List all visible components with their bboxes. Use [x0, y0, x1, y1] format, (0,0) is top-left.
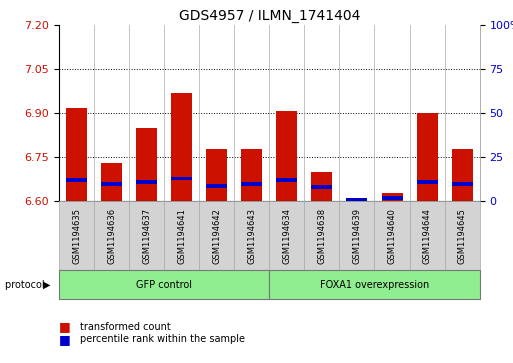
Bar: [171, 93, 192, 201]
Bar: [374, 201, 409, 270]
Text: GSM1194638: GSM1194638: [318, 208, 326, 264]
Text: ■: ■: [59, 320, 71, 333]
Text: protocol: protocol: [5, 280, 48, 290]
Text: GFP control: GFP control: [136, 280, 192, 290]
Text: GSM1194645: GSM1194645: [458, 208, 467, 264]
Text: GSM1194641: GSM1194641: [177, 208, 186, 264]
Bar: [311, 172, 332, 201]
Bar: [101, 163, 122, 201]
Title: GDS4957 / ILMN_1741404: GDS4957 / ILMN_1741404: [179, 9, 360, 23]
Bar: [241, 148, 262, 201]
Text: FOXA1 overexpression: FOXA1 overexpression: [320, 280, 429, 290]
Bar: [277, 110, 298, 201]
Bar: [59, 270, 269, 299]
Text: GSM1194642: GSM1194642: [212, 208, 221, 264]
Bar: [451, 182, 472, 186]
Bar: [66, 107, 87, 201]
Bar: [445, 201, 480, 270]
Bar: [340, 201, 374, 270]
Text: GSM1194644: GSM1194644: [423, 208, 431, 264]
Text: GSM1194640: GSM1194640: [387, 208, 397, 264]
Bar: [136, 180, 157, 184]
Bar: [277, 179, 298, 182]
Bar: [241, 182, 262, 186]
Text: GSM1194643: GSM1194643: [247, 208, 256, 264]
Bar: [304, 201, 340, 270]
Bar: [311, 185, 332, 189]
Text: GSM1194635: GSM1194635: [72, 208, 81, 264]
Bar: [59, 201, 94, 270]
Bar: [206, 184, 227, 188]
Bar: [136, 128, 157, 201]
Text: GSM1194637: GSM1194637: [142, 208, 151, 264]
Bar: [94, 201, 129, 270]
Bar: [101, 182, 122, 186]
Bar: [451, 148, 472, 201]
Text: ■: ■: [59, 333, 71, 346]
Bar: [171, 177, 192, 180]
Bar: [346, 198, 367, 201]
Bar: [269, 201, 304, 270]
Bar: [382, 196, 403, 200]
Bar: [199, 201, 234, 270]
Bar: [206, 148, 227, 201]
Bar: [417, 180, 438, 184]
Bar: [269, 270, 480, 299]
Text: GSM1194639: GSM1194639: [352, 208, 362, 264]
Bar: [409, 201, 445, 270]
Bar: [382, 193, 403, 201]
Bar: [164, 201, 199, 270]
Text: GSM1194634: GSM1194634: [282, 208, 291, 264]
Bar: [417, 113, 438, 201]
Bar: [234, 201, 269, 270]
Bar: [129, 201, 164, 270]
Text: percentile rank within the sample: percentile rank within the sample: [80, 334, 245, 344]
Bar: [66, 179, 87, 182]
Text: ▶: ▶: [43, 280, 50, 290]
Text: GSM1194636: GSM1194636: [107, 208, 116, 264]
Text: transformed count: transformed count: [80, 322, 170, 332]
Bar: [346, 199, 367, 201]
